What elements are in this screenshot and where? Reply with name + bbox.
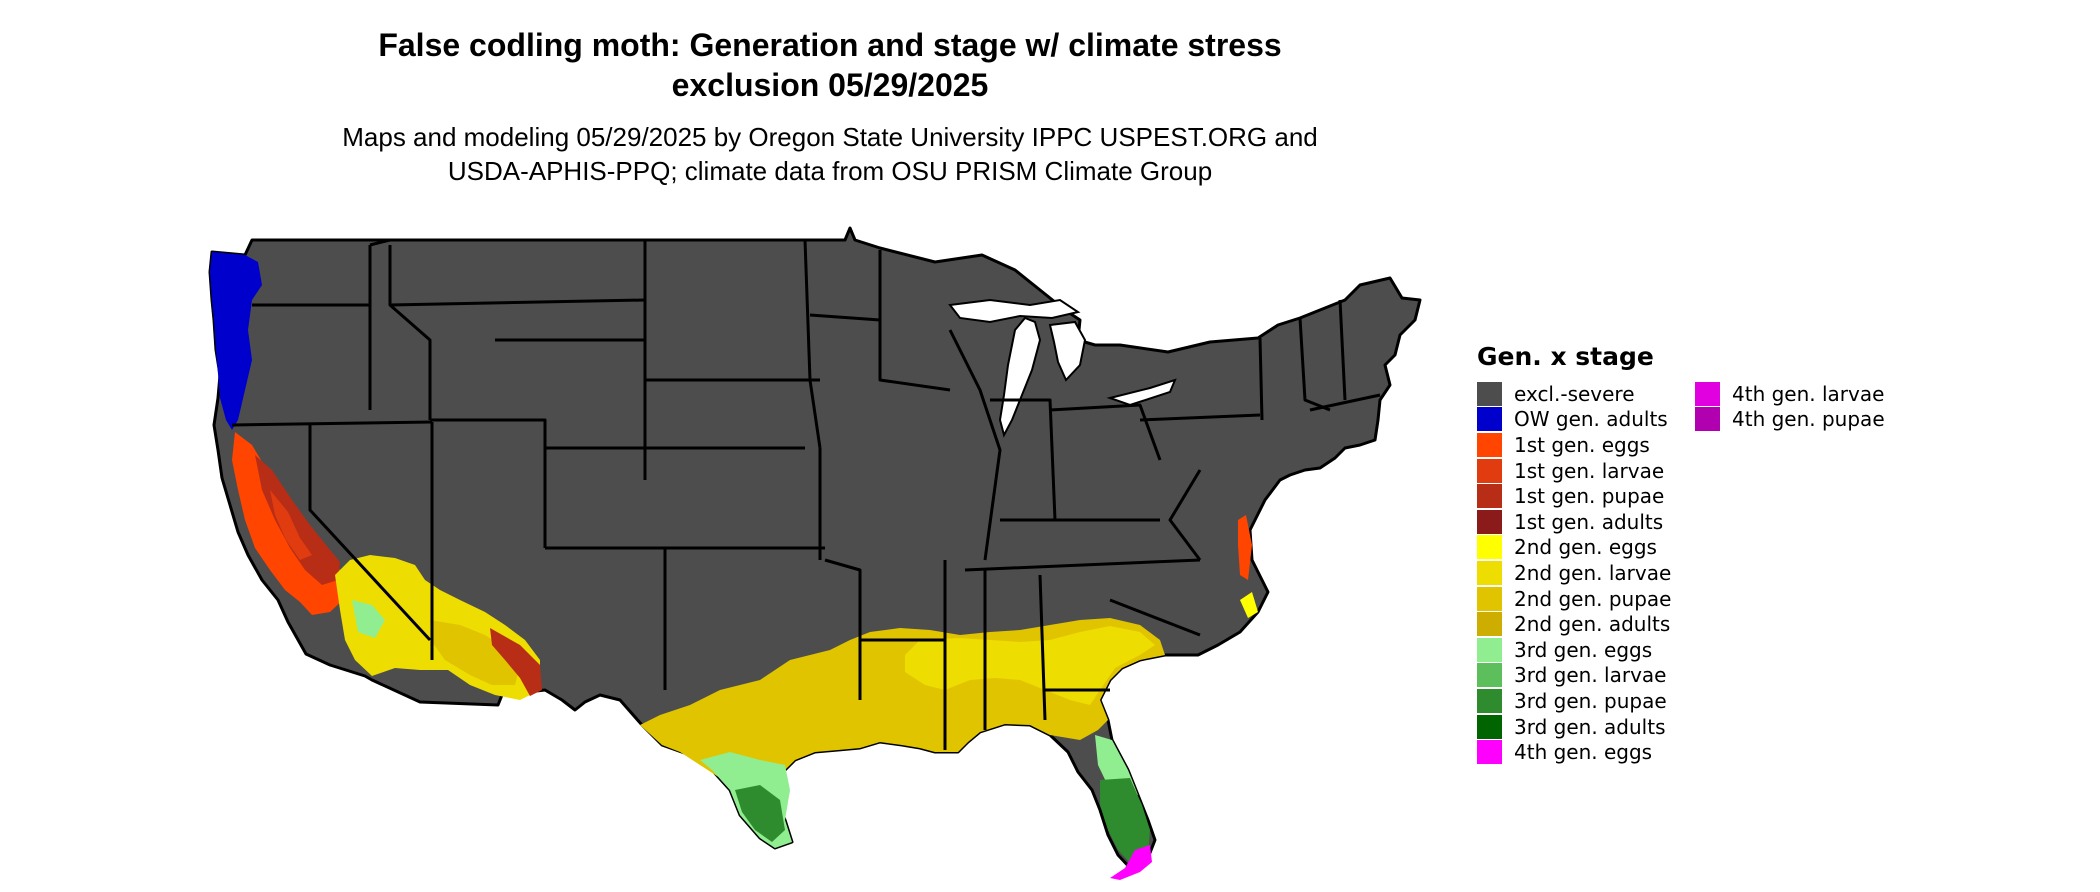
- legend-item: 4th gen. eggs: [1477, 739, 1671, 765]
- region-ow-adults: [210, 252, 262, 430]
- legend-item: 3rd gen. pupae: [1477, 688, 1671, 714]
- state-borders: [231, 238, 1381, 750]
- legend-swatch: [1477, 407, 1502, 432]
- legend-swatch: [1477, 432, 1502, 457]
- us-map: [208, 226, 1422, 880]
- legend-swatch: [1477, 637, 1502, 662]
- legend-label: 3rd gen. eggs: [1514, 637, 1653, 662]
- legend-swatch: [1477, 484, 1502, 509]
- legend-item: 2nd gen. adults: [1477, 611, 1671, 637]
- legend-item: 2nd gen. larvae: [1477, 560, 1671, 586]
- legend-swatch: [1477, 509, 1502, 534]
- lake-huron: [1048, 320, 1087, 382]
- legend-item: 4th gen. pupae: [1695, 407, 1885, 433]
- legend-label: 3rd gen. pupae: [1514, 688, 1667, 713]
- legend-swatch: [1695, 407, 1720, 432]
- legend-column-1: excl.-severe OW gen. adults 1st gen. egg…: [1477, 381, 1671, 765]
- legend-item: 4th gen. larvae: [1695, 381, 1885, 407]
- lake-erie: [1106, 378, 1177, 407]
- map-title: False codling moth: Generation and stage…: [250, 25, 1410, 105]
- legend-label: 4th gen. eggs: [1514, 740, 1653, 765]
- legend-swatch: [1477, 586, 1502, 611]
- region-1st-gen-pupae-az: [490, 628, 542, 696]
- region-3rd-gen-eggs-sw: [352, 600, 385, 638]
- legend-title: Gen. x stage: [1477, 342, 1654, 371]
- legend-label: 1st gen. pupae: [1514, 484, 1665, 509]
- region-2nd-gen-larvae-gulf: [905, 626, 1155, 705]
- legend-swatch: [1477, 458, 1502, 483]
- region-2nd-gen-eggs-nc: [1240, 592, 1258, 618]
- legend-item: excl.-severe: [1477, 381, 1671, 407]
- legend-label: 1st gen. larvae: [1514, 458, 1665, 483]
- map-subtitle-line1: Maps and modeling 05/29/2025 by Oregon S…: [342, 122, 1318, 152]
- legend-item: OW gen. adults: [1477, 407, 1671, 433]
- legend-label: 1st gen. adults: [1514, 509, 1664, 534]
- legend-swatch: [1477, 612, 1502, 637]
- legend-item: 1st gen. larvae: [1477, 458, 1671, 484]
- legend-label: 3rd gen. larvae: [1514, 663, 1667, 688]
- legend-swatch: [1477, 381, 1502, 406]
- map-title-line1: False codling moth: Generation and stage…: [378, 27, 1282, 63]
- legend-label: 2nd gen. pupae: [1514, 586, 1672, 611]
- region-1st-gen-larvae: [270, 490, 312, 560]
- lake-superior: [948, 298, 1081, 324]
- legend-swatch: [1477, 663, 1502, 688]
- legend-label: 2nd gen. eggs: [1514, 535, 1657, 560]
- legend-item: 3rd gen. larvae: [1477, 663, 1671, 689]
- legend-label: OW gen. adults: [1514, 407, 1668, 432]
- legend-column-2: 4th gen. larvae 4th gen. pupae: [1695, 381, 1885, 432]
- legend-item: 2nd gen. pupae: [1477, 586, 1671, 612]
- legend-label: 3rd gen. adults: [1514, 714, 1666, 739]
- legend-item: 1st gen. pupae: [1477, 483, 1671, 509]
- map-subtitle: Maps and modeling 05/29/2025 by Oregon S…: [250, 120, 1410, 188]
- legend-item: 3rd gen. adults: [1477, 714, 1671, 740]
- legend-swatch: [1477, 560, 1502, 585]
- map-title-line2: exclusion 05/29/2025: [671, 67, 989, 103]
- legend-swatch: [1695, 381, 1720, 406]
- region-3rd-gen-pupae-fl: [1100, 778, 1150, 865]
- legend-label: 2nd gen. adults: [1514, 612, 1671, 637]
- legend-swatch: [1477, 535, 1502, 560]
- region-1st-gen-pupae: [255, 455, 340, 585]
- legend-label: 4th gen. larvae: [1732, 381, 1885, 406]
- legend-item: 1st gen. adults: [1477, 509, 1671, 535]
- lake-michigan: [998, 316, 1042, 438]
- legend-swatch: [1477, 688, 1502, 713]
- legend-item: 3rd gen. eggs: [1477, 637, 1671, 663]
- region-3rd-gen-pupae-tx: [735, 785, 785, 842]
- region-2nd-gen-pupae-sw: [430, 620, 520, 685]
- legend-item: 2nd gen. eggs: [1477, 535, 1671, 561]
- map-subtitle-line2: USDA-APHIS-PPQ; climate data from OSU PR…: [447, 156, 1213, 186]
- legend-label: excl.-severe: [1514, 381, 1635, 406]
- legend-label: 4th gen. pupae: [1732, 407, 1885, 432]
- legend-swatch: [1477, 740, 1502, 765]
- legend-item: 1st gen. eggs: [1477, 432, 1671, 458]
- legend-label: 2nd gen. larvae: [1514, 560, 1672, 585]
- region-4th-gen-eggs-fl: [1110, 845, 1152, 880]
- region-1st-gen-eggs-va: [1238, 515, 1252, 580]
- legend-label: 1st gen. eggs: [1514, 432, 1650, 457]
- legend-swatch: [1477, 714, 1502, 739]
